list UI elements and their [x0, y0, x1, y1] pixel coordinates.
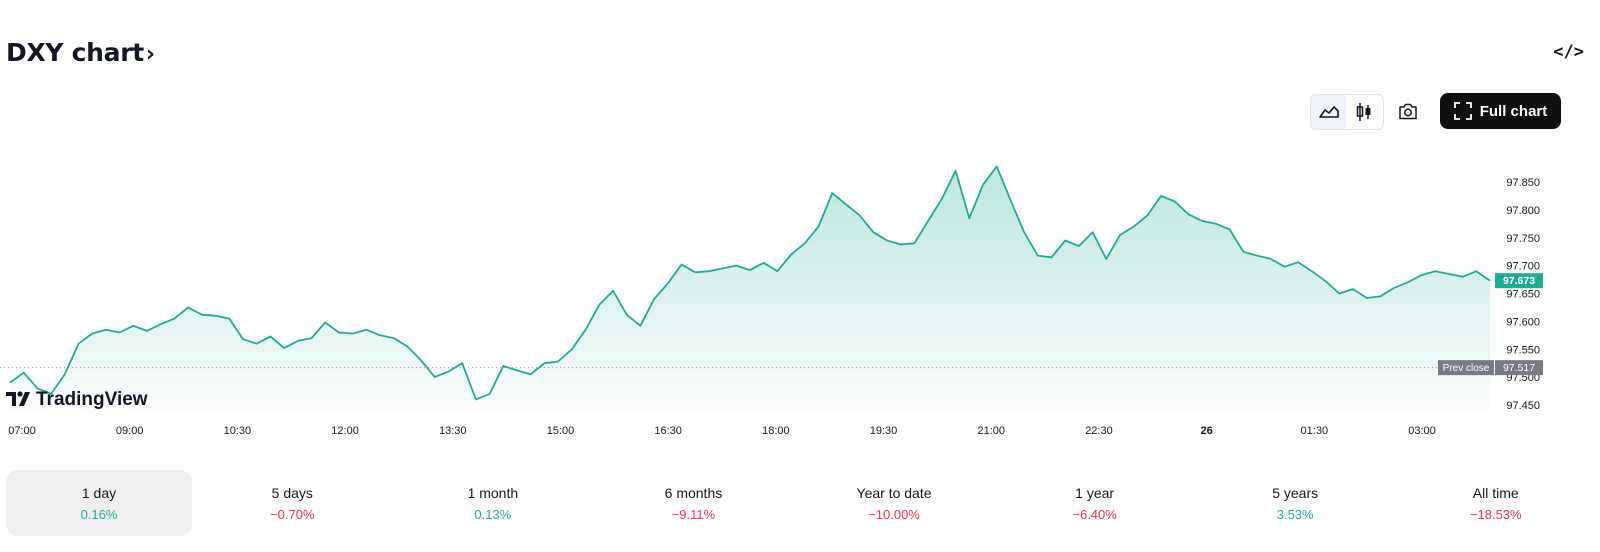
timeframe-change: 0.13% — [474, 506, 512, 522]
prev-close-label: Prev close 97.517 — [1438, 360, 1543, 376]
camera-icon[interactable] — [1390, 94, 1426, 128]
timeframe-label: 5 years — [1272, 484, 1319, 501]
full-chart-button[interactable]: Full chart — [1440, 93, 1561, 129]
x-tick-label: 01:30 — [1301, 425, 1329, 437]
y-tick-label: 97.800 — [1506, 205, 1540, 217]
timeframe-tab[interactable]: 1 month 0.13% — [393, 470, 594, 536]
candlestick-icon[interactable] — [1346, 95, 1381, 129]
price-chart[interactable]: 97.850 97.800 97.750 97.700 97.650 97.600 97.5… — [0, 140, 1600, 450]
timeframe-label: 1 day — [81, 484, 117, 501]
x-tick-label: 22:30 — [1085, 425, 1113, 437]
y-tick-label: 97.750 — [1506, 233, 1540, 245]
price-line — [9, 165, 1491, 401]
timeframe-tab[interactable]: 5 years 3.53% — [1195, 470, 1396, 536]
x-tick-label: 15:00 — [547, 425, 575, 437]
timeframe-change: −18.53% — [1469, 506, 1522, 522]
full-chart-label: Full chart — [1479, 102, 1548, 120]
timeframe-tab[interactable]: All time −18.53% — [1395, 470, 1596, 536]
timeframe-label: 1 month — [467, 484, 519, 501]
svg-text:TradingView: TradingView — [36, 389, 148, 410]
timeframe-tab[interactable]: 1 day 0.16% — [6, 470, 192, 536]
y-tick-label: 97.700 — [1506, 261, 1540, 273]
x-tick-label: 18:00 — [762, 425, 790, 437]
timeframe-change: −9.11% — [671, 506, 716, 522]
x-tick-label: 10:30 — [224, 425, 252, 437]
x-tick-label: 03:00 — [1408, 425, 1436, 437]
timeframe-tabs: 1 day 0.16% 5 days −0.70% 1 month 0.13% 6 mont… — [6, 470, 1596, 536]
x-tick-label: 16:30 — [654, 425, 682, 437]
timeframe-label: 5 days — [271, 484, 313, 501]
timeframe-change: −6.40% — [1072, 506, 1117, 522]
timeframe-label: Year to date — [856, 484, 932, 501]
timeframe-label: 1 year — [1075, 484, 1115, 501]
price-area — [10, 166, 1490, 413]
y-tick-label: 97.450 — [1506, 400, 1540, 412]
area-chart-icon[interactable] — [1311, 95, 1346, 129]
x-tick-label: 12:00 — [331, 425, 359, 437]
tradingview-logo: TradingView — [6, 389, 148, 410]
chart-title-text: DXY chart — [6, 38, 144, 67]
chevron-right-icon: › — [145, 42, 155, 67]
timeframe-label: All time — [1472, 484, 1519, 501]
svg-text:Prev close: Prev close — [1443, 363, 1490, 374]
y-tick-label: 97.650 — [1506, 289, 1540, 301]
page-title[interactable]: DXY chart› — [6, 38, 155, 67]
timeframe-change: −0.70% — [270, 506, 315, 522]
svg-text:97.517: 97.517 — [1503, 362, 1535, 374]
timeframe-change: −10.00% — [868, 506, 920, 522]
timeframe-tab[interactable]: 6 months −9.11% — [593, 470, 794, 536]
fullscreen-icon — [1453, 102, 1472, 120]
chart-style-toggle — [1310, 94, 1384, 130]
x-tick-label: 21:00 — [977, 425, 1005, 437]
code-icon[interactable]: </> — [1553, 42, 1584, 62]
x-tick-label: 07:00 — [8, 425, 36, 437]
timeframe-change: 3.53% — [1276, 506, 1314, 522]
timeframe-tab[interactable]: 1 year −6.40% — [994, 470, 1195, 536]
x-tick-label: 09:00 — [116, 425, 144, 437]
svg-text:97.673: 97.673 — [1503, 275, 1535, 287]
x-tick-label: 26 — [1200, 425, 1212, 437]
timeframe-label: 6 months — [664, 484, 723, 501]
x-tick-label: 19:30 — [870, 425, 898, 437]
x-tick-label: 13:30 — [439, 425, 467, 437]
timeframe-tab[interactable]: 5 days −0.70% — [192, 470, 393, 536]
timeframe-tab[interactable]: Year to date −10.00% — [794, 470, 995, 536]
last-price-label: 97.673 — [1495, 273, 1543, 289]
timeframe-change: 0.16% — [80, 506, 118, 522]
y-tick-label: 97.600 — [1506, 316, 1540, 328]
y-tick-label: 97.550 — [1506, 344, 1540, 356]
y-tick-label: 97.850 — [1506, 177, 1540, 189]
